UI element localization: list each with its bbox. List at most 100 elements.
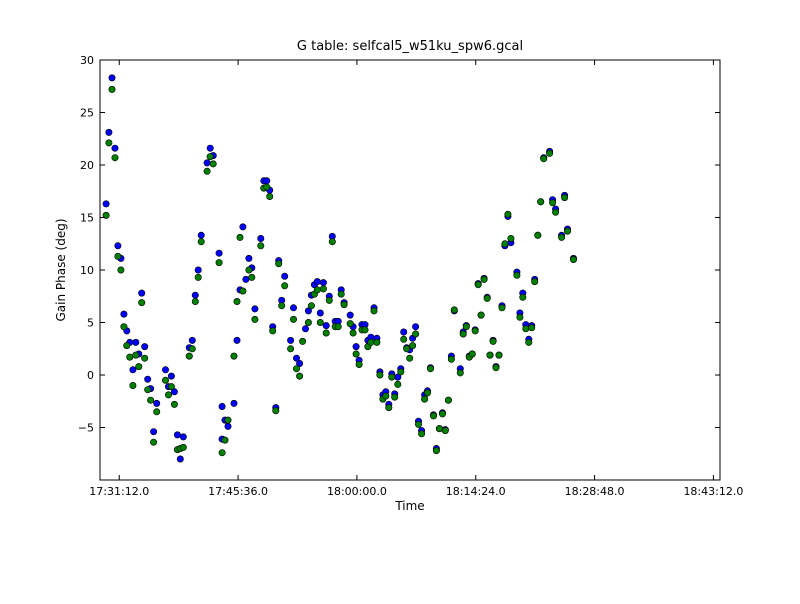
data-point-series-1 xyxy=(239,223,247,231)
data-point-series-1 xyxy=(245,254,253,262)
data-point-series-2 xyxy=(361,326,369,334)
data-point-series-2 xyxy=(105,139,113,147)
data-point-series-2 xyxy=(346,320,354,328)
data-point-series-2 xyxy=(504,210,512,218)
data-point-series-2 xyxy=(444,396,452,404)
data-point-series-1 xyxy=(218,402,226,410)
data-point-series-2 xyxy=(162,376,170,384)
data-point-series-2 xyxy=(248,273,256,281)
data-point-series-1 xyxy=(257,235,265,243)
data-point-series-2 xyxy=(561,194,569,202)
y-tick-label: 30 xyxy=(80,54,94,67)
data-point-series-2 xyxy=(203,167,211,175)
data-point-series-2 xyxy=(349,329,357,337)
data-point-series-1 xyxy=(191,291,199,299)
data-point-series-2 xyxy=(522,325,530,333)
data-point-series-2 xyxy=(531,278,539,286)
ticks-layer: 17:31:12.0 17:45:36.0 18:00:00.0 18:14:24.0… xyxy=(78,54,744,498)
data-point-series-2 xyxy=(528,324,536,332)
data-point-series-1 xyxy=(179,433,187,441)
data-point-series-2 xyxy=(525,338,533,346)
data-point-series-2 xyxy=(370,307,378,315)
data-point-series-2 xyxy=(394,380,402,388)
data-point-series-2 xyxy=(558,233,566,241)
data-point-series-2 xyxy=(328,238,336,246)
data-point-series-2 xyxy=(165,391,173,399)
x-tick-label: 18:14:24.0 xyxy=(446,485,506,498)
data-point-series-1 xyxy=(206,144,214,152)
data-point-series-2 xyxy=(138,299,146,307)
chart-title: G table: selfcal5_w51ku_spw6.gcal xyxy=(297,39,523,54)
data-point-series-1 xyxy=(230,399,238,407)
data-point-series-1 xyxy=(144,375,152,383)
data-point-series-2 xyxy=(468,350,476,358)
data-point-series-2 xyxy=(263,183,271,191)
data-point-series-1 xyxy=(346,311,354,319)
data-point-series-2 xyxy=(132,351,140,359)
data-point-series-2 xyxy=(397,368,405,376)
data-point-series-1 xyxy=(102,200,110,208)
data-point-series-2 xyxy=(239,287,247,295)
data-point-series-1 xyxy=(138,289,146,297)
data-point-series-2 xyxy=(552,208,560,216)
data-point-series-2 xyxy=(194,273,202,281)
data-point-series-2 xyxy=(245,266,253,274)
data-point-series-2 xyxy=(480,275,488,283)
data-point-series-1 xyxy=(162,366,170,374)
data-point-series-2 xyxy=(418,430,426,438)
data-point-series-2 xyxy=(179,443,187,451)
data-point-series-2 xyxy=(144,386,152,394)
data-point-series-2 xyxy=(135,363,143,371)
data-point-series-2 xyxy=(129,381,137,389)
y-tick-label: 25 xyxy=(80,107,94,120)
data-point-series-2 xyxy=(206,153,214,161)
data-point-series-2 xyxy=(382,392,390,400)
data-point-series-2 xyxy=(319,285,327,293)
data-point-series-2 xyxy=(114,252,122,260)
data-point-series-1 xyxy=(263,177,271,185)
data-point-series-2 xyxy=(296,372,304,380)
data-point-series-1 xyxy=(289,304,297,312)
data-point-series-2 xyxy=(304,318,312,326)
data-point-series-2 xyxy=(167,383,175,391)
y-tick-label: 5 xyxy=(87,317,94,330)
data-point-series-2 xyxy=(337,290,345,298)
data-point-series-2 xyxy=(218,449,226,457)
x-tick-label: 17:31:12.0 xyxy=(89,485,149,498)
data-point-series-2 xyxy=(197,238,205,246)
data-point-series-1 xyxy=(176,455,184,463)
data-point-series-1 xyxy=(400,328,408,336)
data-point-series-2 xyxy=(111,154,119,162)
y-tick-label: 0 xyxy=(87,369,94,382)
data-point-series-2 xyxy=(385,404,393,412)
data-point-series-2 xyxy=(230,352,238,360)
data-point-series-2 xyxy=(185,352,193,360)
data-point-series-2 xyxy=(123,342,131,350)
data-point-series-2 xyxy=(501,240,509,248)
data-point-series-2 xyxy=(421,395,429,403)
data-point-series-2 xyxy=(153,408,161,416)
x-axis-label: Time xyxy=(394,499,424,513)
data-point-series-2 xyxy=(412,330,420,338)
data-point-series-2 xyxy=(540,155,548,163)
data-point-series-2 xyxy=(400,335,408,343)
y-tick-label: 15 xyxy=(80,212,94,225)
data-point-series-2 xyxy=(462,323,470,331)
data-point-series-2 xyxy=(438,410,446,418)
data-point-series-2 xyxy=(513,271,521,279)
data-point-series-2 xyxy=(191,297,199,305)
data-point-series-2 xyxy=(313,286,321,294)
data-point-series-1 xyxy=(281,272,289,280)
data-point-series-1 xyxy=(292,354,300,362)
x-tick-label: 18:28:48.0 xyxy=(565,485,625,498)
data-point-series-2 xyxy=(367,338,375,346)
data-point-series-2 xyxy=(563,227,571,235)
data-point-series-2 xyxy=(352,350,360,358)
data-point-series-2 xyxy=(391,393,399,401)
data-point-series-2 xyxy=(120,323,128,331)
data-point-series-2 xyxy=(221,436,229,444)
data-point-series-1 xyxy=(304,307,312,315)
data-point-series-2 xyxy=(376,371,384,379)
